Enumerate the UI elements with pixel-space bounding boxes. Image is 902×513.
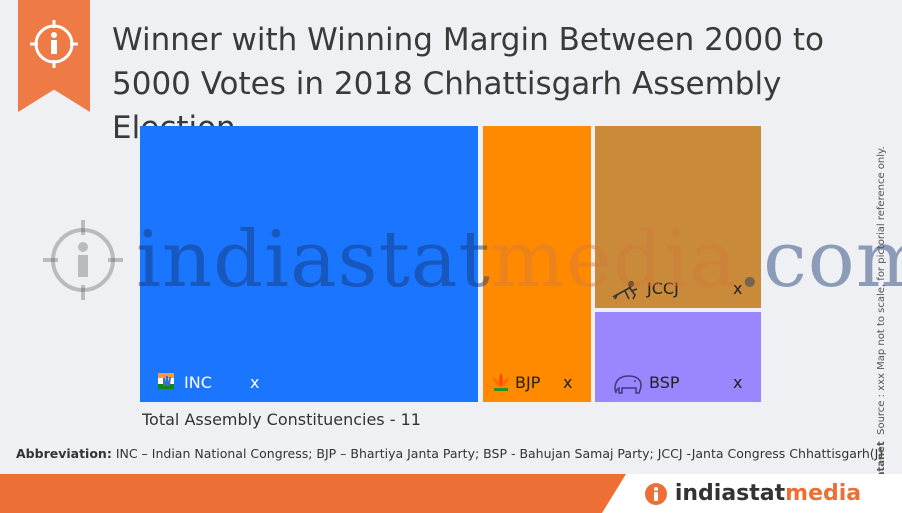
cell-value-inc: x [250,373,259,392]
elephant-icon [614,375,642,394]
farmer-plough-icon [612,281,638,300]
title-line-1: Winner with Winning Margin Between 2000 … [112,22,824,58]
treemap-cell-bjp: BJP x [483,126,591,402]
treemap-cells: INC x BJP x JCCJ x BSP x [140,126,761,402]
treemap-cell-inc: INC x [140,126,478,402]
cell-rect-jccj [595,126,761,308]
footer-logo: indiastat media [602,474,902,513]
cell-label-bsp: BSP [649,373,680,392]
cell-label-jccj: JCCJ [646,279,679,298]
treemap-cell-jccj: JCCJ x [595,126,761,308]
total-constituencies-label: Total Assembly Constituencies - 11 [142,410,421,429]
cell-value-bsp: x [733,373,742,392]
abbreviation-heading: Abbreviation: [16,446,112,461]
footer-logo-text-2: media [785,481,862,506]
lotus-icon [493,373,509,391]
cell-value-bjp: x [563,373,572,392]
footer-info-icon [644,482,667,505]
cell-rect-bsp [595,312,761,402]
congress-hand-icon [158,373,174,389]
cell-label-inc: INC [184,373,212,392]
cell-value-jccj: x [733,279,742,298]
cell-rect-inc [140,126,478,402]
treemap-cell-bsp: BSP x [595,312,761,402]
abbreviation-text: INC – Indian National Congress; BJP – Bh… [115,446,884,461]
side-note: © Datanet Source : xxx Map not to scale,… [876,146,887,500]
source-note: Source : xxx Map not to scale, for picto… [876,146,887,435]
abbreviation-note: Abbreviation: INC – Indian National Cong… [16,446,883,461]
cell-rect-bjp [483,126,591,402]
cell-label-bjp: BJP [515,373,541,392]
footer-logo-text-1: indiastat [674,481,786,506]
info-icon [30,20,78,68]
chart-title: Winner with Winning Margin Between 2000 … [112,18,892,150]
